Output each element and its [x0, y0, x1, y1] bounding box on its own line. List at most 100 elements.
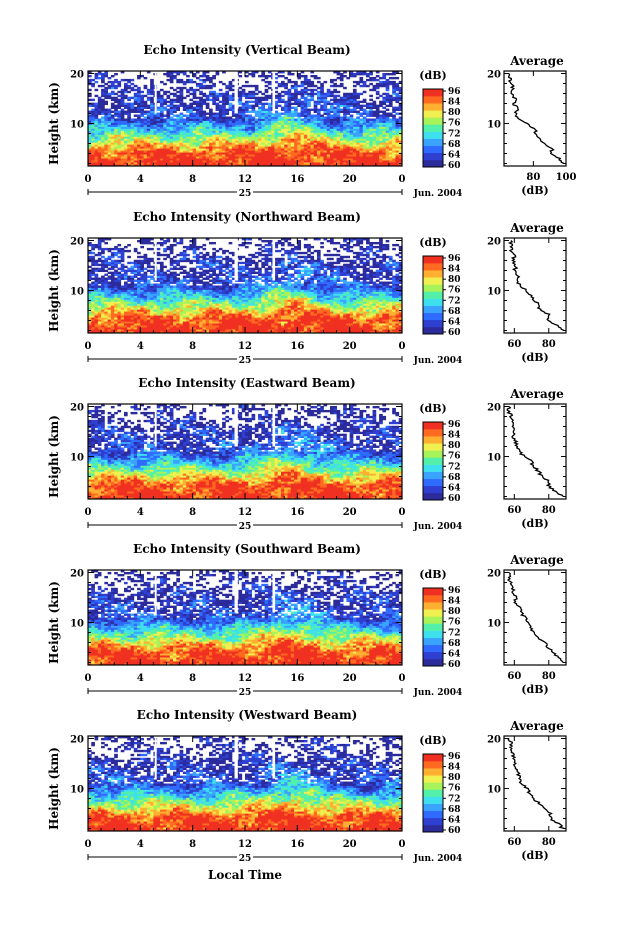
heatmap-cell — [274, 104, 279, 108]
heatmap-cell — [101, 130, 105, 133]
heatmap-cell — [176, 309, 180, 312]
heatmap-cell — [398, 160, 403, 163]
heatmap-cell — [97, 329, 102, 332]
heatmap-cell — [133, 128, 138, 131]
heatmap-cell — [205, 150, 210, 153]
heatmap-cell — [284, 118, 288, 121]
heatmap-cell — [209, 140, 213, 143]
heatmap-cell — [313, 156, 318, 159]
heatmap-cell — [202, 154, 207, 157]
heatmap-cell — [330, 319, 334, 322]
heatmap-cell — [140, 90, 145, 94]
heatmap-cell — [274, 96, 279, 100]
heatmap-cell — [366, 331, 370, 334]
heatmap-cell — [186, 152, 190, 155]
heatmap-cell — [202, 128, 207, 131]
heatmap-cell — [163, 162, 167, 165]
heatmap-cell — [228, 130, 233, 133]
heatmap-cell — [267, 124, 272, 127]
heatmap-cell — [192, 309, 197, 312]
heatmap-cell — [235, 134, 239, 137]
heatmap-cell — [362, 90, 367, 94]
heatmap-cell — [189, 120, 194, 123]
heatmap-cell — [346, 108, 351, 111]
heatmap-cell — [130, 144, 135, 147]
heatmap-cell — [300, 158, 305, 161]
heatmap-cell — [336, 120, 341, 123]
heatmap-cell — [372, 158, 377, 161]
heatmap-cell — [107, 80, 112, 84]
heatmap-cell — [284, 317, 288, 320]
heatmap-cell — [120, 134, 125, 137]
heatmap-cell — [153, 134, 158, 137]
heatmap-cell — [146, 146, 151, 149]
heatmap-cell — [123, 118, 128, 121]
heatmap-cell — [316, 323, 321, 326]
heatmap-cell — [238, 102, 243, 106]
heatmap-cell — [159, 120, 164, 123]
heatmap-cell — [97, 325, 102, 328]
heatmap-cell — [156, 120, 161, 123]
heatmap-cell — [248, 311, 252, 314]
heatmap-cell — [316, 142, 321, 145]
heatmap-cell — [120, 90, 125, 94]
heatmap-cell — [284, 315, 288, 318]
heatmap-cell — [388, 126, 393, 129]
heatmap-cell — [91, 132, 95, 135]
heatmap-cell — [130, 96, 135, 100]
heatmap-cell — [271, 128, 275, 131]
heatmap-cell — [346, 124, 351, 127]
heatmap-cell — [254, 323, 259, 326]
heatmap-cell — [156, 96, 161, 100]
heatmap-cell — [303, 319, 308, 322]
heatmap-cell — [366, 78, 370, 82]
heatmap-cell — [375, 146, 380, 149]
heatmap-cell — [91, 317, 95, 320]
heatmap-cell — [189, 138, 194, 141]
heatmap-cell — [343, 160, 347, 163]
heatmap-cell — [264, 118, 269, 121]
heatmap-cell — [300, 315, 305, 318]
heatmap-cell — [238, 309, 243, 312]
heatmap-cell — [310, 150, 315, 153]
heatmap-cell — [248, 140, 252, 143]
heatmap-cell — [284, 104, 288, 108]
heatmap-cell — [231, 319, 236, 322]
heatmap-cell — [313, 138, 318, 141]
heatmap-cell — [290, 154, 295, 157]
heatmap-cell — [143, 327, 148, 330]
heatmap-cell — [362, 132, 367, 135]
heatmap-cell — [176, 154, 180, 157]
heatmap-cell — [137, 309, 141, 312]
heatmap-cell — [258, 162, 262, 165]
heatmap-cell — [251, 74, 256, 78]
heatmap-cell — [261, 146, 266, 149]
heatmap-cell — [150, 164, 154, 167]
heatmap-cell — [316, 92, 321, 96]
heatmap-cell — [346, 120, 351, 123]
heatmap-cell — [117, 156, 122, 159]
heatmap-cell — [238, 71, 243, 74]
heatmap-cell — [303, 128, 308, 131]
heatmap-cell — [352, 94, 357, 98]
heatmap-cell — [277, 82, 282, 86]
heatmap-cell — [267, 162, 272, 165]
heatmap-cell — [195, 116, 200, 119]
heatmap-cell — [343, 142, 347, 145]
heatmap-cell — [209, 130, 213, 133]
heatmap-cell — [150, 313, 154, 316]
heatmap-cell — [182, 96, 187, 100]
heatmap-cell — [130, 120, 135, 123]
heatmap-cell — [182, 156, 187, 159]
heatmap-cell — [117, 120, 122, 123]
heatmap-cell — [290, 142, 295, 145]
heatmap-cell — [274, 327, 279, 330]
heatmap-cell — [264, 319, 269, 322]
heatmap-cell — [104, 313, 109, 316]
heatmap-cell — [228, 108, 233, 111]
x-tick-label: 16 — [290, 174, 304, 185]
heatmap-cell — [339, 78, 344, 82]
heatmap-cell — [372, 136, 377, 139]
heatmap-cell — [323, 124, 328, 127]
heatmap-cell — [209, 98, 213, 102]
